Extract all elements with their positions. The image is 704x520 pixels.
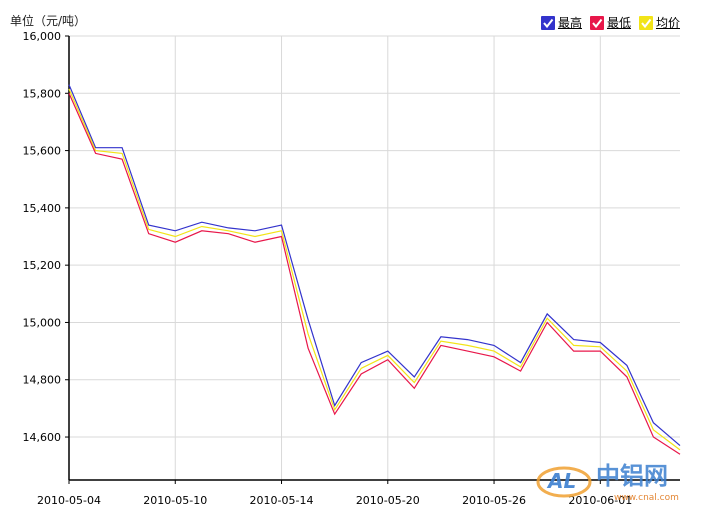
y-tick-label: 15,000	[23, 316, 62, 329]
watermark-title: 中铝网	[596, 462, 668, 490]
legend-label-avg[interactable]: 均价	[655, 16, 680, 30]
series-line-均价	[68, 88, 681, 451]
y-tick-label: 15,800	[23, 87, 62, 100]
legend-item-high[interactable]: 最高	[540, 14, 582, 31]
legend-item-avg[interactable]: 均价	[638, 14, 680, 31]
x-tick-label: 2010-05-14	[250, 494, 314, 507]
watermark-logo-text: AL	[546, 469, 576, 493]
x-tick-label: 2010-06-01	[568, 494, 632, 507]
checkbox-icon[interactable]	[638, 15, 653, 30]
checkbox-icon[interactable]	[540, 15, 555, 30]
y-tick-label: 15,400	[23, 202, 62, 215]
watermark-sub: www.cnal.com	[614, 493, 679, 503]
legend: 最高 最低 均价	[540, 14, 680, 31]
x-tick-label: 2010-05-20	[356, 494, 420, 507]
series-line-最高	[68, 84, 681, 447]
checkbox-icon[interactable]	[589, 15, 604, 30]
series-line-最低	[68, 93, 681, 455]
y-tick-label: 16,000	[23, 30, 62, 43]
x-tick-label: 2010-05-04	[37, 494, 101, 507]
y-tick-label: 15,600	[23, 145, 62, 158]
y-tick-label: 15,200	[23, 259, 62, 272]
y-tick-label: 14,800	[23, 374, 62, 387]
watermark-logo: AL 中铝网 www.cnal.com	[536, 462, 679, 503]
x-tick-label: 2010-05-26	[462, 494, 526, 507]
legend-item-low[interactable]: 最低	[589, 14, 631, 31]
unit-label: 单位（元/吨）	[10, 14, 87, 28]
legend-label-low[interactable]: 最低	[606, 16, 631, 30]
legend-label-high[interactable]: 最高	[557, 16, 582, 30]
y-tick-label: 14,600	[23, 431, 62, 444]
x-tick-label: 2010-05-10	[143, 494, 207, 507]
